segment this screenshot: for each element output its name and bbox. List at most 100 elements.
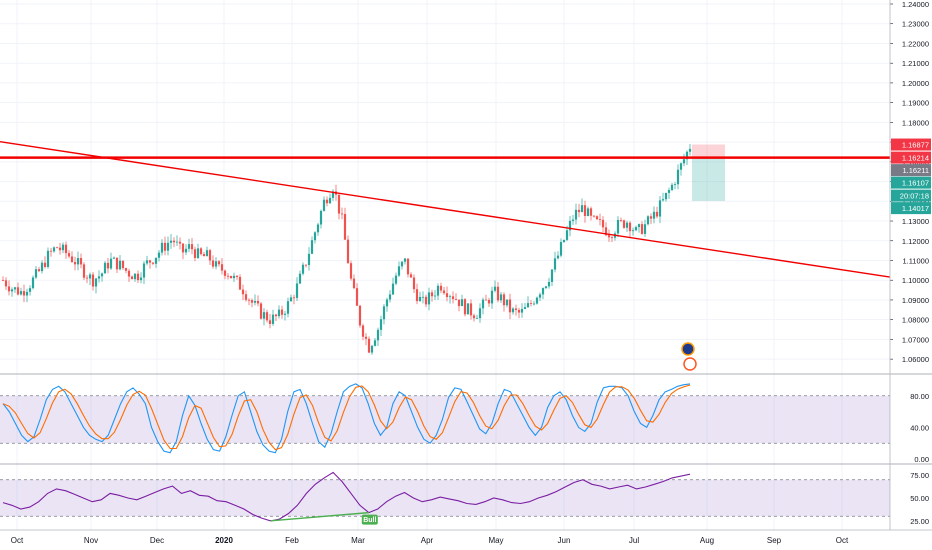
price-tag — [891, 189, 931, 202]
candle-body — [595, 216, 599, 220]
candle-body — [550, 269, 554, 282]
candle-body — [277, 309, 281, 317]
price-tag — [891, 176, 931, 189]
candle-body — [439, 285, 443, 291]
price-tick-label: 1.12000 — [902, 237, 929, 246]
candle-body — [646, 216, 650, 225]
target-zone — [692, 157, 725, 201]
price-tag — [891, 164, 931, 177]
price-tick-label: 1.09000 — [902, 296, 929, 305]
price-tag — [891, 151, 931, 164]
price-tag-label: 1.16214 — [902, 154, 929, 163]
candle-body — [415, 289, 419, 302]
candle-body — [673, 184, 677, 185]
candle-body — [586, 208, 590, 216]
candle-body — [286, 301, 290, 314]
candle-body — [307, 253, 311, 266]
price-candles — [1, 144, 697, 371]
price-tick-label: 1.24000 — [902, 0, 929, 9]
candle-body — [394, 275, 398, 284]
candle-body — [583, 205, 587, 216]
candle-body — [616, 219, 620, 234]
candle-body — [217, 261, 221, 265]
x-tick-label: Dec — [150, 536, 164, 545]
price-tag-label: 20:07:18 — [900, 192, 929, 201]
candle-body — [124, 268, 128, 271]
candle-body — [331, 191, 335, 198]
candle-body — [580, 205, 584, 213]
price-tag-label: 1.14017 — [902, 204, 929, 213]
candle-body — [103, 262, 107, 274]
candle-body — [328, 197, 332, 204]
candle-body — [643, 224, 647, 234]
candle-body — [679, 163, 683, 170]
candle-body — [397, 266, 401, 276]
candle-body — [175, 241, 179, 243]
candle-body — [169, 240, 173, 243]
candle-body — [157, 252, 161, 258]
stop-zone — [692, 144, 725, 158]
bull-label-box — [361, 514, 378, 525]
candle-body — [628, 222, 632, 232]
candle-body — [85, 277, 89, 279]
candle-body — [448, 296, 452, 298]
candle-body — [517, 309, 521, 313]
candle-body — [301, 264, 305, 274]
candle-body — [61, 244, 65, 251]
candle-body — [112, 257, 116, 259]
candle-body — [682, 159, 686, 164]
candle-body — [499, 294, 503, 301]
candle-body — [94, 278, 98, 287]
candle-body — [166, 242, 170, 251]
candle-body — [133, 273, 137, 280]
candle-body — [547, 281, 551, 287]
price-tick-label: 1.13000 — [902, 217, 929, 226]
candle-body — [400, 261, 404, 267]
candle-body — [667, 189, 671, 193]
candle-body — [220, 264, 224, 271]
candle-body — [292, 297, 296, 299]
candle-body — [37, 269, 41, 272]
candle-body — [490, 290, 494, 304]
candle-body — [136, 273, 140, 281]
candle-body — [223, 270, 227, 276]
candle-body — [544, 286, 548, 289]
candle-body — [538, 294, 542, 298]
candle-body — [64, 244, 68, 254]
drawn-levels[interactable] — [0, 140, 891, 278]
candle-body — [559, 242, 563, 256]
candle-body — [211, 260, 215, 267]
candle-body — [25, 291, 29, 296]
candle-body — [385, 299, 389, 307]
candle-body — [358, 305, 362, 326]
candle-body — [640, 224, 644, 234]
candle-body — [460, 299, 464, 307]
candle-body — [553, 258, 557, 270]
price-tag-label: 1.16107 — [902, 179, 929, 188]
candle-body — [148, 260, 152, 263]
candle-body — [295, 283, 299, 298]
candle-body — [457, 299, 461, 307]
candle-body — [454, 299, 458, 300]
candle-body — [235, 275, 239, 277]
candle-body — [568, 220, 572, 231]
candle-body — [445, 293, 449, 298]
candle-body — [511, 308, 515, 313]
candle-body — [391, 283, 395, 295]
candle-body — [532, 303, 536, 305]
candle-body — [76, 258, 80, 265]
price-tick-label: 1.10000 — [902, 276, 929, 285]
price-tick-label: 1.08000 — [902, 316, 929, 325]
oscillator-tick-label: 50.00 — [910, 494, 929, 503]
rsi-pane: 75.00 50.00 25.00 Bull — [0, 471, 929, 526]
candle-body — [535, 297, 539, 304]
candle-body — [346, 239, 350, 264]
candle-body — [43, 262, 47, 267]
candle-body — [34, 269, 38, 278]
candle-body — [574, 209, 578, 220]
candle-body — [325, 199, 329, 204]
candle-body — [229, 275, 233, 279]
price-tag-label: 1.16211 — [902, 166, 929, 175]
candle-body — [46, 250, 50, 267]
candle-body — [670, 184, 674, 190]
